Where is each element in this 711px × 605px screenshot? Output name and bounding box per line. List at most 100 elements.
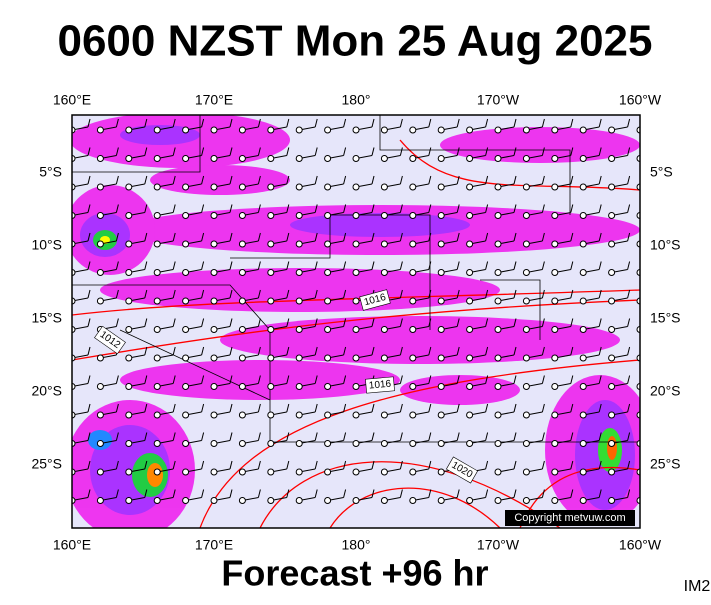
- barb-station: [182, 354, 190, 362]
- barb-station: [324, 440, 332, 447]
- barb-feather: [314, 204, 318, 213]
- barb-feather: [570, 232, 574, 242]
- barb-feather: [229, 318, 233, 327]
- barb-station: [551, 183, 559, 191]
- barb-feather: [399, 432, 403, 441]
- barb-station: [466, 126, 474, 134]
- barb-station: [295, 212, 303, 219]
- barb-feather: [428, 261, 432, 270]
- barb-station: [466, 269, 474, 276]
- barb-feather: [513, 232, 517, 242]
- barb-station: [551, 212, 559, 219]
- barb-feather: [428, 175, 432, 185]
- barb-feather: [229, 346, 233, 356]
- barb-station: [182, 240, 190, 248]
- barb-feather: [229, 118, 233, 128]
- barb-feather: [371, 460, 375, 470]
- lon-label-bottom: 180°: [342, 537, 371, 553]
- barb-feather: [286, 261, 290, 270]
- barb-station: [352, 155, 360, 162]
- barb-feather: [399, 147, 403, 156]
- barb-feather: [286, 432, 290, 441]
- barb-station: [437, 326, 445, 333]
- barb-station: [466, 155, 474, 162]
- barb-station: [324, 383, 332, 390]
- barb-feather: [371, 147, 375, 156]
- barb-feather: [201, 318, 205, 327]
- barb-station: [437, 297, 445, 305]
- barb-feather: [144, 346, 148, 356]
- barb-feather: [172, 289, 176, 299]
- barb-feather: [399, 460, 403, 470]
- barb-station: [295, 354, 303, 362]
- barb-station: [437, 126, 445, 134]
- lat-label-right: 25°S: [650, 456, 681, 472]
- barb-feather: [144, 175, 148, 185]
- barb-station: [267, 297, 275, 305]
- barb-feather: [570, 147, 574, 156]
- barb-station: [352, 240, 360, 248]
- barb-feather: [115, 432, 119, 441]
- barb-station: [522, 326, 530, 333]
- barb-station: [210, 240, 218, 248]
- barb-station: [182, 326, 190, 333]
- barb-feather: [314, 346, 318, 356]
- barb-station: [608, 440, 616, 447]
- barb-station: [466, 411, 474, 419]
- barb-feather: [513, 375, 517, 384]
- barb-feather: [598, 403, 602, 413]
- barb-feather: [115, 147, 119, 156]
- barb-staff: [639, 499, 640, 501]
- barb-feather: [485, 261, 489, 270]
- barb-station: [494, 468, 502, 476]
- barb-feather: [371, 403, 375, 413]
- isobar-label: 1016: [359, 289, 391, 311]
- barb-station: [466, 240, 474, 248]
- barb-feather: [485, 375, 489, 384]
- copyright-box: [505, 510, 635, 526]
- barb-feather: [627, 175, 631, 185]
- barb-station: [125, 297, 133, 305]
- barb-feather: [286, 346, 290, 356]
- barb-feather: [371, 232, 375, 242]
- barb-station: [551, 468, 559, 476]
- barb-feather: [144, 432, 148, 441]
- barb-feather: [343, 432, 347, 441]
- barb-feather: [456, 489, 460, 498]
- barb-station: [352, 440, 360, 447]
- barb-station: [267, 383, 275, 390]
- barb-station: [182, 468, 190, 476]
- barb-feather: [229, 432, 233, 441]
- barb-feather: [286, 318, 290, 327]
- barb-feather: [513, 289, 517, 299]
- barb-station: [96, 183, 104, 191]
- barb-feather: [428, 289, 432, 299]
- barb-station: [238, 326, 246, 333]
- forecast-label: Forecast +96 hr: [221, 553, 488, 594]
- barb-feather: [485, 346, 489, 356]
- barb-feather: [257, 261, 261, 270]
- barb-station: [210, 326, 218, 333]
- barb-feather: [314, 460, 318, 470]
- barb-station: [494, 212, 502, 219]
- barb-feather: [144, 489, 148, 498]
- axis-labels: 160°E 160°E 170°E 170°E 180° 180° 170°W 170°W 16…: [31, 92, 680, 553]
- barb-feather: [428, 375, 432, 384]
- barb-station: [153, 411, 161, 419]
- barb-feather: [627, 403, 631, 413]
- barb-station: [608, 383, 616, 390]
- barb-station: [579, 497, 587, 504]
- barb-feather: [541, 346, 545, 356]
- barb-feather: [598, 346, 602, 356]
- barb-staff: [639, 271, 640, 273]
- barb-feather: [87, 489, 91, 498]
- barb-station: [125, 468, 133, 476]
- barb-station: [295, 468, 303, 476]
- barb-feather: [201, 460, 205, 470]
- barb-station: [238, 126, 246, 134]
- barb-feather: [257, 318, 261, 327]
- barb-station: [437, 155, 445, 162]
- barb-feather: [456, 175, 460, 185]
- barb-feather: [371, 175, 375, 185]
- barb-station: [182, 126, 190, 134]
